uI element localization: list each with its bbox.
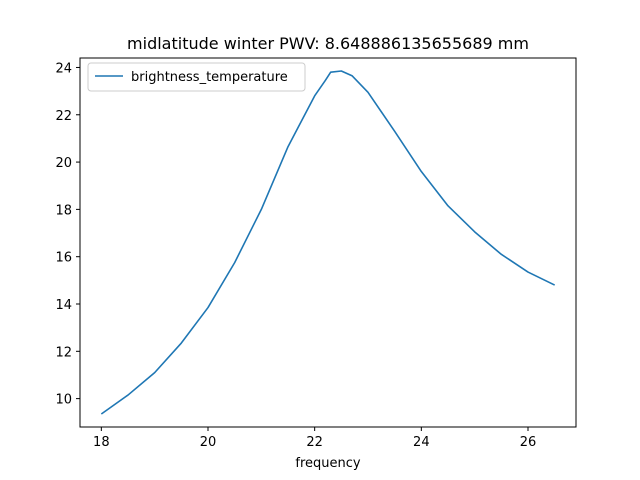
y-tick-label: 10 — [55, 393, 72, 408]
x-tick-label: 24 — [413, 435, 430, 450]
y-tick-label: 16 — [55, 251, 72, 266]
y-tick-label: 22 — [55, 109, 72, 124]
legend: brightness_temperature — [87, 62, 306, 92]
y-tick-label: 18 — [55, 203, 72, 218]
series-line — [100, 70, 556, 415]
x-tick-label: 22 — [306, 435, 323, 450]
x-tick-label: 18 — [93, 435, 110, 450]
y-tick-label: 20 — [55, 156, 72, 171]
y-tick-label: 14 — [55, 298, 72, 313]
legend-box — [87, 62, 306, 92]
y-tick-label: 24 — [55, 61, 72, 76]
y-tick-label: 12 — [55, 345, 72, 360]
axis-ticks: 18 20 22 24 26 10 12 14 16 18 20 22 24 — [55, 61, 536, 450]
plot-area-frame — [79, 57, 577, 428]
chart-title: midlatitude winter PWV: 8.64888613565568… — [127, 34, 529, 53]
x-axis-label: frequency — [295, 456, 361, 471]
series-group — [100, 70, 556, 415]
x-tick-label: 26 — [520, 435, 537, 450]
legend-label: brightness_temperature — [131, 70, 288, 85]
x-tick-label: 20 — [200, 435, 217, 450]
